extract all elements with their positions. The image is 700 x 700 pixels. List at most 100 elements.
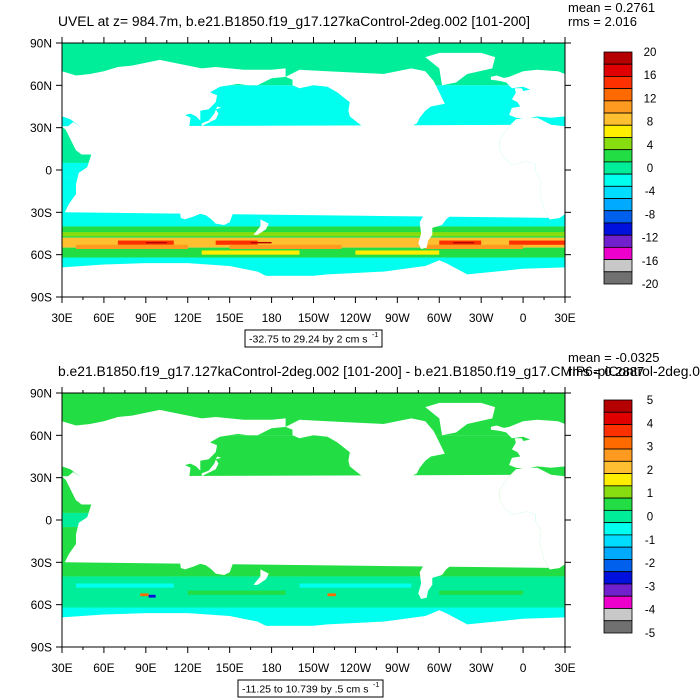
lon-label: 0 — [520, 661, 527, 675]
lon-label: 120W — [340, 661, 372, 675]
colorbar: 20 16 12 8 4 0 -4 -8 -12 -16 -20 — [603, 47, 659, 291]
land-nz — [253, 219, 269, 235]
lat-label: 60S — [31, 248, 52, 262]
land-greenland — [425, 402, 496, 436]
lat-label: 60N — [30, 79, 52, 93]
colorbar-label: -8 — [645, 209, 655, 221]
land-arabia_red — [66, 122, 102, 154]
lat-label: 90S — [31, 641, 52, 655]
colorbar-label: 20 — [644, 47, 657, 59]
colorbar-bin — [603, 137, 633, 151]
land-newguinea — [203, 521, 230, 533]
colorbar-bin — [603, 173, 633, 187]
range-box: -32.75 to 29.24 by 2 cm s -1 — [244, 329, 383, 348]
colorbar-bin — [603, 522, 633, 536]
colorbar-label: 16 — [644, 70, 657, 82]
panel-title: UVEL at z= 984.7m, b.e21.B1850.f19_g17.1… — [58, 14, 530, 29]
land-africa-west — [499, 467, 565, 570]
land-samerica — [409, 153, 475, 249]
lon-label: 180 — [262, 311, 282, 325]
land-namerica — [285, 68, 445, 159]
lon-label: 60E — [93, 311, 114, 325]
lon-label: 0 — [520, 311, 527, 325]
land-nz — [253, 569, 269, 585]
rms-label: rms = 0.2887 — [568, 364, 644, 379]
current-streak — [201, 250, 300, 255]
lon-label: 150E — [216, 311, 244, 325]
colorbar-bin — [603, 448, 633, 462]
colorbar-label: 2 — [647, 465, 653, 477]
range-superscript: -1 — [372, 332, 378, 339]
land-borneo — [172, 161, 187, 176]
colorbar-label: 0 — [647, 163, 653, 175]
lat-label: 90N — [30, 387, 52, 401]
current-streak — [425, 244, 524, 250]
colorbar-label: -4 — [645, 605, 656, 617]
land-iceland — [490, 75, 505, 82]
colorbar-bin — [603, 100, 633, 114]
colorbar-bin — [603, 559, 633, 573]
lat-label: 60S — [31, 598, 52, 612]
colorbar-label: -3 — [645, 581, 655, 593]
lat-label: 30N — [30, 471, 52, 485]
land-eurasia — [62, 59, 286, 169]
colorbar-bin — [603, 411, 633, 425]
map-panel-2: b.e21.B1850.f19_g17.127kaControl-2deg.00… — [30, 350, 700, 698]
colorbar-bin — [603, 76, 633, 90]
colorbar-bin — [603, 112, 633, 126]
land-borneo — [172, 511, 187, 526]
land-arabia_red — [66, 472, 102, 504]
colorbar-bin — [603, 234, 633, 248]
colorbar-label: 4 — [647, 140, 654, 152]
current-streak — [439, 590, 524, 595]
colorbar-label: -2 — [645, 558, 655, 570]
current-streak — [299, 583, 412, 588]
range-superscript: -1 — [373, 682, 379, 689]
lat-label: 90N — [30, 37, 52, 51]
colorbar-bin — [603, 271, 633, 285]
lon-label: 120E — [174, 661, 202, 675]
current-streak — [62, 232, 565, 237]
colorbar-bin — [603, 485, 633, 499]
colorbar-label: -1 — [645, 535, 655, 547]
colorbar-label: -16 — [642, 256, 659, 268]
colorbar-label: 1 — [647, 488, 653, 500]
lon-label: 60W — [427, 661, 452, 675]
colorbar-bin — [603, 124, 633, 138]
colorbar-bin — [603, 185, 633, 199]
colorbar-bin — [603, 399, 633, 413]
land-uk — [514, 88, 526, 100]
lon-label: 120E — [174, 311, 202, 325]
lon-label: 30E — [554, 311, 575, 325]
colorbar-bin — [603, 198, 633, 212]
lon-label: 30E — [554, 661, 575, 675]
colorbar-bin — [603, 620, 633, 634]
colorbar-bin — [603, 546, 633, 560]
lon-label: 180 — [262, 661, 282, 675]
current-streak — [327, 593, 336, 597]
current-streak — [140, 593, 149, 597]
land-japan — [201, 106, 222, 127]
lat-label: 30S — [31, 206, 52, 220]
colorbar-bin — [603, 497, 633, 511]
panel-title: b.e21.B1850.f19_g17.127kaControl-2deg.00… — [58, 364, 700, 379]
colorbar-bin — [603, 608, 633, 622]
colorbar-label: -12 — [642, 233, 659, 245]
colorbar-bin — [603, 534, 633, 548]
current-streak — [215, 240, 258, 245]
range-text: -11.25 to 10.739 by .5 cm s — [242, 684, 368, 696]
lon-label: 30W — [469, 311, 494, 325]
current-streak — [145, 241, 167, 244]
lat-label: 0 — [45, 164, 52, 178]
land-africa-west — [499, 117, 565, 220]
current-streak — [187, 590, 286, 595]
lon-label: 150E — [216, 661, 244, 675]
colorbar-bin — [603, 595, 633, 609]
current-streak — [509, 240, 565, 245]
rms-label: rms = 2.016 — [568, 14, 637, 29]
colorbar-bin — [603, 436, 633, 450]
lon-label: 90W — [385, 311, 410, 325]
land-madagascar — [80, 188, 90, 206]
colorbar-bin — [603, 63, 633, 77]
